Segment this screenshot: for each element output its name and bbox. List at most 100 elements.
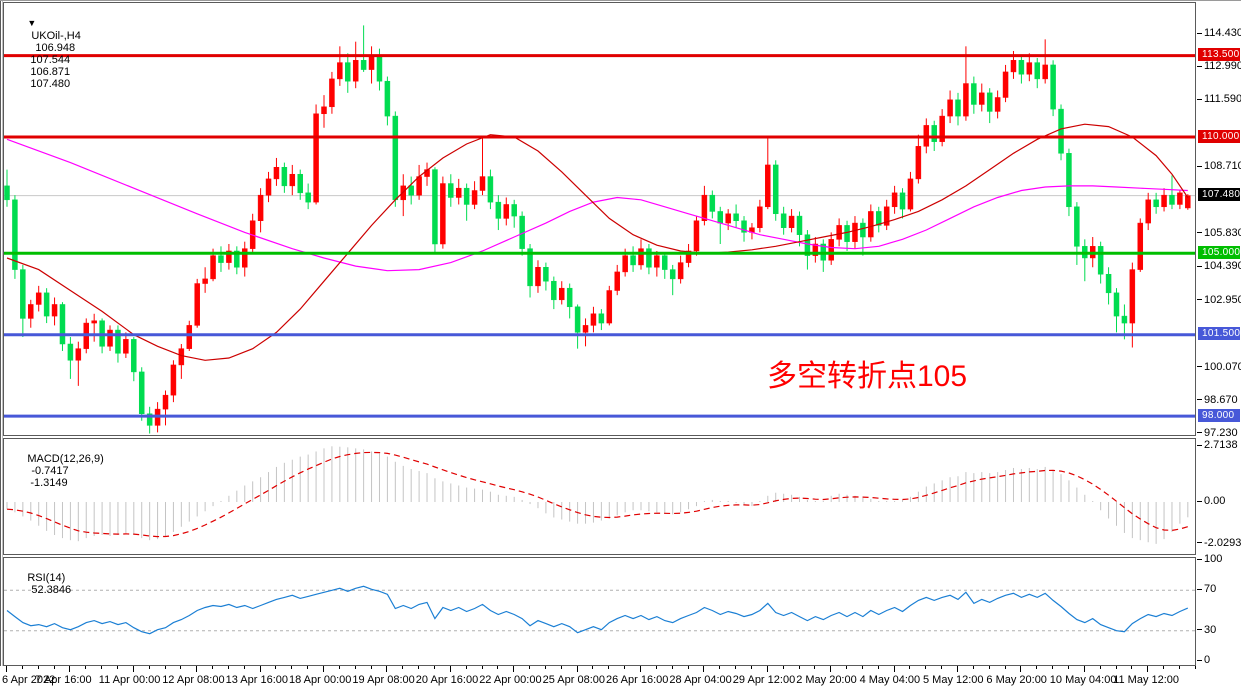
time-axis-label: 25 Apr 08:00 xyxy=(542,674,605,686)
time-major-tick xyxy=(830,666,832,672)
ohlc-low: 106.871 xyxy=(30,66,71,78)
price-tick-mark xyxy=(1197,98,1202,100)
time-axis-label: 19 Apr 08:00 xyxy=(352,674,415,686)
candle-body xyxy=(828,239,834,261)
candle-body xyxy=(455,187,462,198)
time-axis-label: 2 May 20:00 xyxy=(796,674,857,686)
time-axis-label: 18 Apr 00:00 xyxy=(289,674,352,686)
candle-body xyxy=(622,255,628,273)
time-major-tick xyxy=(640,666,641,672)
time-axis[interactable]: 6 Apr 2022 7 Apr 16:00 11 Apr 00:00 12 Apr … xyxy=(0,666,1241,693)
candle-body xyxy=(360,60,367,70)
time-major-tick xyxy=(449,666,451,672)
macd-name: MACD(12,26,9) xyxy=(27,453,104,465)
price-tick-label: 108.710 xyxy=(1204,160,1241,173)
candle-body xyxy=(234,250,240,268)
candle-body xyxy=(1042,64,1048,80)
macd-indicator-panel[interactable]: MACD(12,26,9) -0.7417 -1.3149 xyxy=(3,438,1196,555)
price-tick-mark xyxy=(1197,399,1202,400)
time-minor-tick xyxy=(877,666,879,669)
time-minor-tick xyxy=(116,666,118,669)
candle-body xyxy=(1129,269,1136,324)
candle-body xyxy=(297,173,303,194)
time-major-tick xyxy=(1147,666,1149,672)
candle-body xyxy=(772,164,779,215)
macd-signal-line xyxy=(6,451,1188,538)
price-tick-mark xyxy=(1197,232,1202,234)
candle-body xyxy=(1002,71,1009,98)
time-major-tick xyxy=(6,666,7,672)
candle-body xyxy=(614,271,620,291)
window-edge-left xyxy=(0,0,1,693)
time-minor-tick xyxy=(814,666,816,669)
rsi-tick-mark xyxy=(1197,588,1202,590)
rsi-tick-label: 30 xyxy=(1204,623,1217,636)
candle-body xyxy=(352,60,359,82)
time-minor-tick xyxy=(861,666,863,669)
candle-body xyxy=(495,201,502,219)
candle-body xyxy=(35,292,42,305)
symbol-dropdown-icon[interactable]: ▼ xyxy=(27,18,37,28)
rsi-value: 52.3846 xyxy=(31,584,72,596)
time-minor-tick xyxy=(164,666,166,669)
candle-body xyxy=(1026,62,1033,75)
time-major-tick xyxy=(259,666,261,672)
candle-body xyxy=(281,167,288,187)
candle-body xyxy=(986,92,993,112)
rsi-scale[interactable]: 100 70 30 0 xyxy=(1197,553,1241,666)
candle-body xyxy=(741,220,747,233)
candle-body xyxy=(210,255,216,280)
time-axis-label: 4 May 04:00 xyxy=(859,674,921,686)
candle-body xyxy=(1137,222,1144,270)
chart-ohlc-title: ▼ UKOil-,H4 106.948 107.544 106.871 107.… xyxy=(9,6,81,102)
price-tick-mark xyxy=(1197,265,1202,267)
candle-body xyxy=(265,178,272,196)
price-chart-panel[interactable]: ▼ UKOil-,H4 106.948 107.544 106.871 107.… xyxy=(3,2,1196,436)
time-minor-tick xyxy=(972,666,974,669)
candle-body xyxy=(757,206,763,228)
candlestick-chart[interactable] xyxy=(4,3,1195,435)
rsi-tick-label: 0 xyxy=(1204,654,1211,666)
time-minor-tick xyxy=(1099,666,1101,669)
time-minor-tick xyxy=(21,666,23,669)
candle-body xyxy=(852,222,858,242)
macd-chart[interactable] xyxy=(4,439,1195,554)
candle-body xyxy=(368,55,375,70)
candle-body xyxy=(931,125,937,142)
candle-body xyxy=(662,255,668,270)
candle-body xyxy=(947,99,953,117)
candle-body xyxy=(804,234,811,256)
resistance-badge-113500: 113.500 xyxy=(1198,48,1240,62)
time-minor-tick xyxy=(798,666,800,669)
macd-tick-label: 0.00 xyxy=(1204,495,1226,507)
time-minor-tick xyxy=(687,666,689,669)
candle-body xyxy=(535,267,541,287)
candle-body xyxy=(559,287,565,301)
rsi-indicator-panel[interactable]: RSI(14) 52.3846 xyxy=(3,557,1196,666)
candle-body xyxy=(677,262,684,280)
price-tick-label: 114.430 xyxy=(1204,27,1241,39)
candle-body xyxy=(527,248,533,287)
time-axis-label: 7 Apr 16:00 xyxy=(35,674,92,686)
macd-scale[interactable]: 2.7138 0.00 -2.0293 xyxy=(1197,438,1241,555)
candle-body xyxy=(1185,195,1191,209)
candle-body xyxy=(376,55,383,82)
time-minor-tick xyxy=(671,666,673,669)
candle-body xyxy=(305,192,311,203)
candle-body xyxy=(479,176,486,191)
candle-body xyxy=(1121,315,1128,324)
ma-fast-line xyxy=(6,123,1189,361)
annotation-text[interactable]: 多空转折点105 xyxy=(767,360,968,393)
price-tick-label: 100.070 xyxy=(1204,360,1241,373)
time-minor-tick xyxy=(608,666,610,669)
candle-body xyxy=(1161,194,1167,208)
time-minor-tick xyxy=(782,666,784,669)
rsi-chart[interactable] xyxy=(4,558,1195,665)
time-major-tick xyxy=(69,666,71,672)
time-minor-tick xyxy=(735,666,737,669)
time-minor-tick xyxy=(560,666,562,669)
price-scale[interactable]: 114.430 112.990 111.590 108.710 105.830 104.3… xyxy=(1197,0,1241,439)
candle-body xyxy=(693,220,700,252)
candle-body xyxy=(4,185,10,201)
candle-body xyxy=(273,167,280,180)
